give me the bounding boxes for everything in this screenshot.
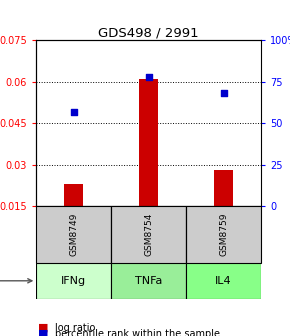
Bar: [186, 262, 261, 299]
Bar: [64, 184, 83, 206]
Bar: [186, 206, 261, 262]
Text: ■: ■: [38, 329, 48, 336]
Bar: [111, 262, 186, 299]
Text: IL4: IL4: [215, 276, 232, 286]
Point: [146, 74, 151, 80]
Title: GDS498 / 2991: GDS498 / 2991: [98, 26, 199, 39]
Bar: [214, 170, 233, 206]
Text: GSM8754: GSM8754: [144, 213, 153, 256]
Text: TNFa: TNFa: [135, 276, 162, 286]
Text: GSM8759: GSM8759: [219, 213, 228, 256]
Point: [221, 91, 226, 96]
Bar: [139, 79, 158, 206]
Text: IFNg: IFNg: [61, 276, 86, 286]
Bar: [111, 206, 186, 262]
Text: agent: agent: [0, 276, 32, 286]
Point: [71, 109, 76, 114]
Bar: [36, 206, 111, 262]
Text: ■: ■: [38, 323, 48, 333]
Text: percentile rank within the sample: percentile rank within the sample: [55, 329, 220, 336]
Text: GSM8749: GSM8749: [69, 213, 78, 256]
Text: log ratio: log ratio: [55, 323, 95, 333]
Bar: [36, 262, 111, 299]
